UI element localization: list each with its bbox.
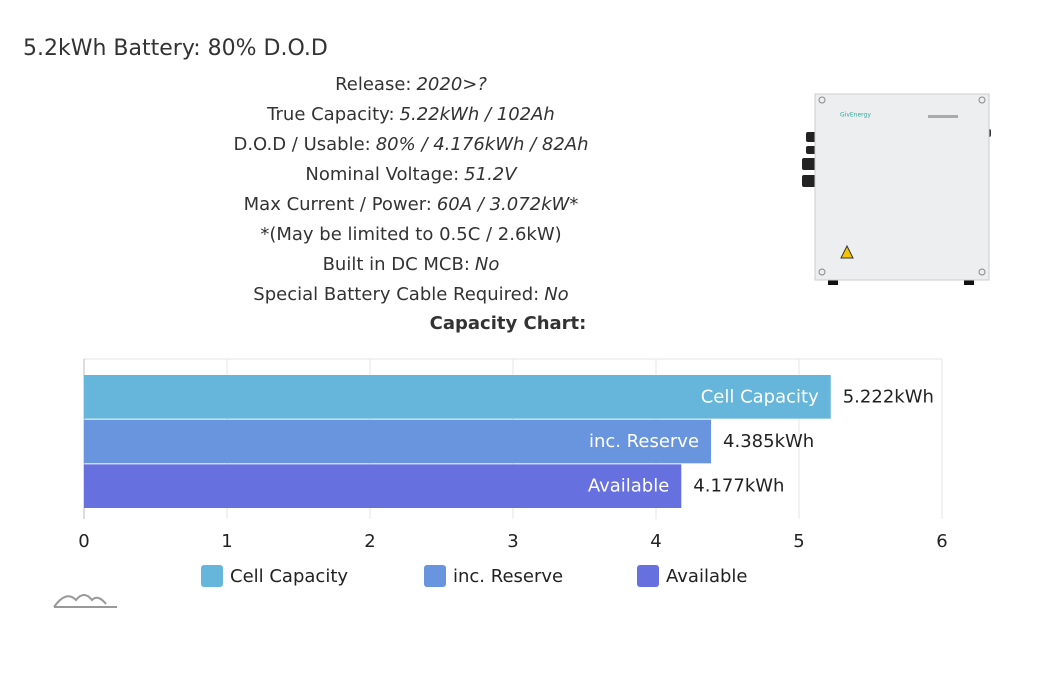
spec-row: Max Current / Power: 60A / 3.072kW*: [111, 192, 711, 222]
legend-swatch: [637, 565, 659, 587]
bar-name-label: Cell Capacity: [701, 386, 819, 407]
spec-label: Release:: [335, 74, 412, 95]
spec-list: Release: 2020>? True Capacity: 5.22kWh / 10…: [111, 72, 711, 312]
spec-label: *(May be limited to 0.5C / 2.6kW): [260, 224, 562, 245]
spec-label: Built in DC MCB:: [322, 254, 470, 275]
brand-label: GivEnergy: [840, 112, 871, 119]
bar: [84, 419, 712, 464]
spec-row: Nominal Voltage: 51.2V: [111, 162, 711, 192]
bar: [84, 375, 831, 419]
spec-value: 80% / 4.176kWh / 82Ah: [375, 134, 589, 155]
spec-value: No: [474, 254, 500, 275]
spec-value: 2020>?: [416, 74, 487, 95]
logo-icon: [53, 594, 117, 608]
spec-label: Nominal Voltage:: [305, 164, 460, 185]
x-tick-label: 0: [78, 531, 89, 552]
x-tick-label: 5: [793, 531, 804, 552]
spec-value: No: [544, 284, 569, 305]
legend-label: inc. Reserve: [453, 566, 563, 587]
spec-label: D.O.D / Usable:: [233, 134, 371, 155]
x-tick-label: 2: [364, 531, 375, 552]
spec-row: True Capacity: 5.22kWh / 102Ah: [111, 102, 711, 132]
spec-row: Built in DC MCB: No: [111, 252, 711, 282]
bar-name-label: inc. Reserve: [589, 431, 699, 452]
value-label: 4.177kWh: [693, 476, 784, 497]
spec-label: True Capacity:: [267, 104, 395, 125]
x-tick-label: 3: [507, 531, 518, 552]
chart-heading: Capacity Chart:: [429, 313, 587, 334]
spec-value: 60A / 3.072kW*: [436, 194, 579, 215]
battery-image: GivEnergy: [802, 93, 991, 285]
x-tick-label: 4: [650, 531, 661, 552]
spec-row: D.O.D / Usable: 80% / 4.176kWh / 82Ah: [111, 132, 711, 162]
bar-name-label: Available: [588, 476, 669, 497]
legend-label: Available: [666, 566, 747, 587]
legend-label: Cell Capacity: [230, 566, 348, 587]
x-tick-label: 1: [221, 531, 232, 552]
spec-row: Special Battery Cable Required: No: [111, 282, 711, 312]
bar: [84, 464, 682, 508]
legend-swatch: [424, 565, 446, 587]
value-label: 4.385kWh: [723, 431, 814, 452]
spec-label: Max Current / Power:: [243, 194, 432, 215]
spec-row: *(May be limited to 0.5C / 2.6kW): [111, 222, 711, 252]
legend-swatch: [201, 565, 223, 587]
page-title: 5.2kWh Battery: 80% D.O.D: [23, 36, 328, 61]
x-tick-label: 6: [936, 531, 947, 552]
spec-row: Release: 2020>?: [111, 72, 711, 102]
value-label: 5.222kWh: [843, 386, 934, 407]
spec-label: Special Battery Cable Required:: [253, 284, 540, 305]
spec-value: 5.22kWh / 102Ah: [399, 104, 555, 125]
spec-value: 51.2V: [464, 164, 517, 185]
